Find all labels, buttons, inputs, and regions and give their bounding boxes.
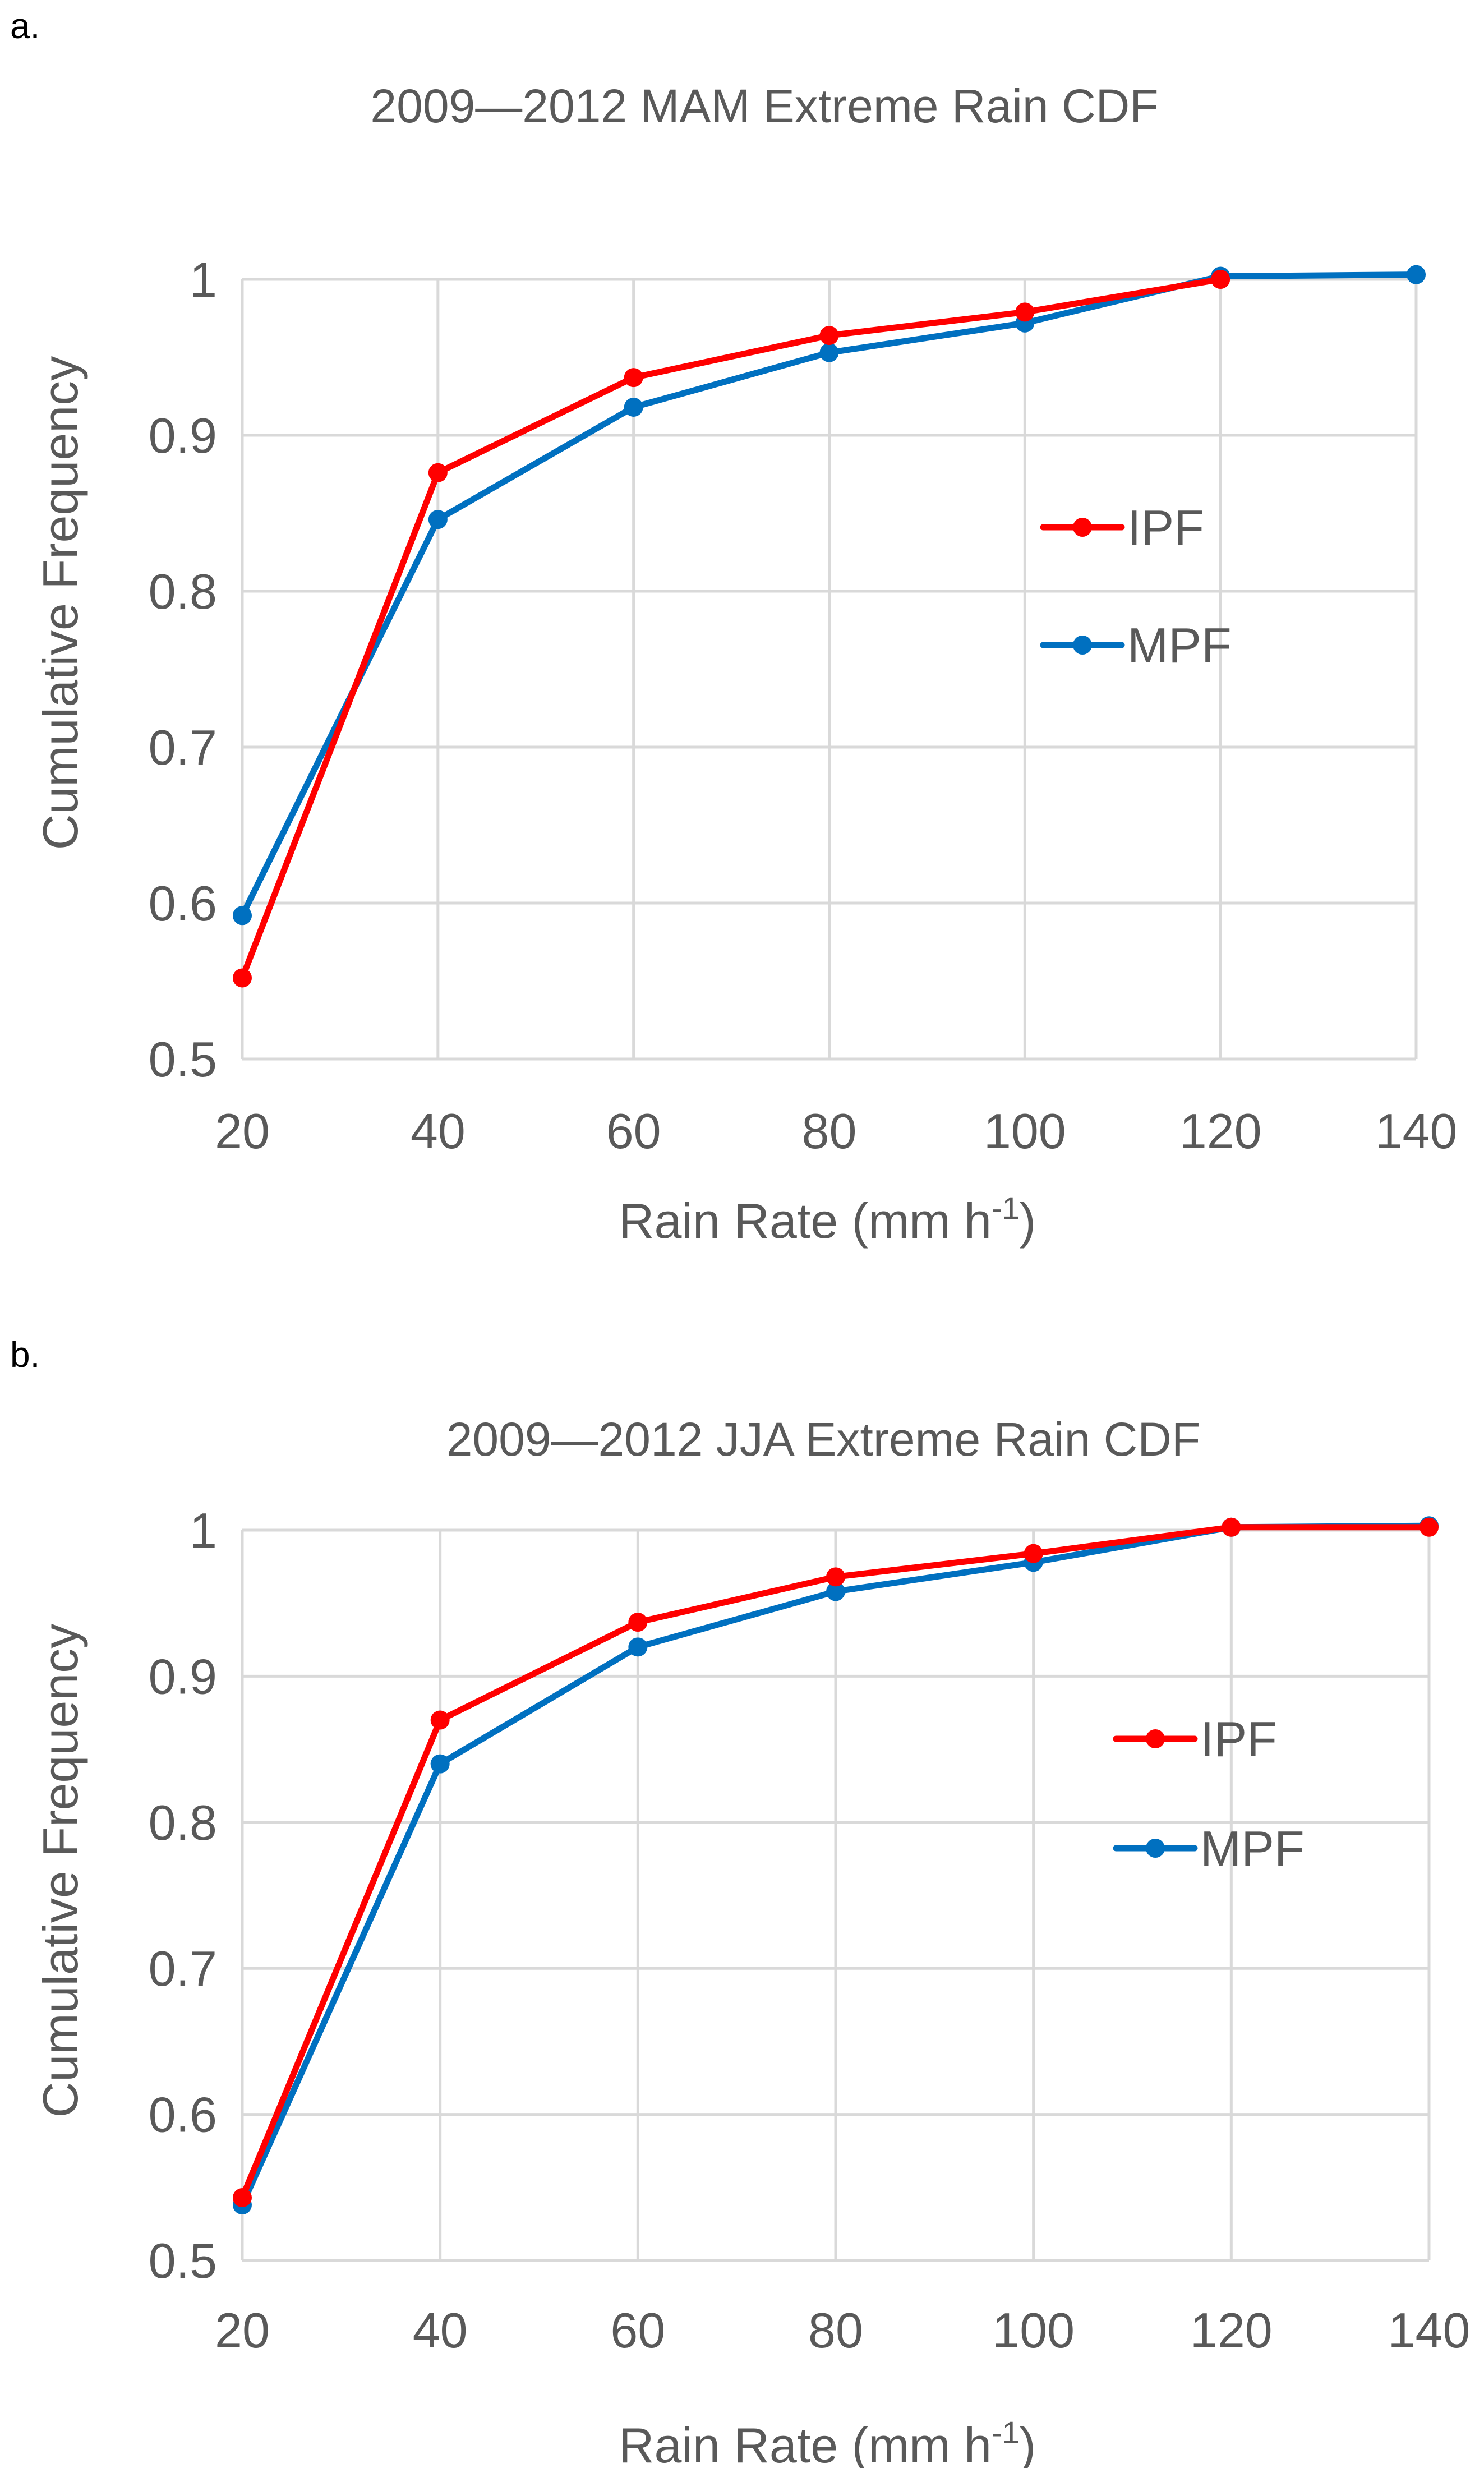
panel-label: a. — [10, 6, 40, 46]
x-tick-label: 80 — [808, 2303, 863, 2358]
y-tick-label: 0.5 — [149, 2233, 217, 2289]
legend: IPF MPF — [1040, 500, 1232, 673]
legend: IPF MPF — [1113, 1711, 1305, 1876]
series-line-ipf — [239, 276, 1224, 981]
y-tick-label: 0.9 — [149, 1649, 217, 1704]
legend-marker-ipf — [1146, 1729, 1165, 1748]
x-tick-label: 40 — [411, 1103, 466, 1159]
legend-marker-mpf — [1073, 636, 1092, 655]
y-tick-label: 0.8 — [149, 564, 217, 619]
x-axis-title: Rain Rate (mm h-1) — [619, 2415, 1036, 2468]
legend-label-mpf: MPF — [1127, 618, 1232, 673]
y-axis-title: Cumulative Frequency — [33, 1624, 88, 2117]
series-layer — [233, 1516, 1439, 2215]
data-point-ipf — [233, 968, 252, 988]
data-point-mpf — [826, 1582, 845, 1601]
data-point-ipf — [430, 1710, 450, 1730]
y-tick-label: 0.6 — [149, 876, 217, 931]
data-point-mpf — [628, 1637, 648, 1657]
legend-marker-ipf — [1073, 518, 1092, 537]
x-tick-label: 40 — [413, 2303, 468, 2358]
data-point-ipf — [819, 326, 839, 346]
x-tick-label: 140 — [1375, 1103, 1458, 1159]
data-point-ipf — [1211, 270, 1230, 289]
data-point-mpf — [819, 343, 839, 362]
x-tick-label: 20 — [215, 2303, 270, 2358]
data-point-mpf — [430, 1754, 450, 1774]
series-layer — [233, 265, 1426, 988]
data-point-ipf — [628, 1613, 648, 1632]
y-tick-label: 0.9 — [149, 408, 217, 463]
data-point-ipf — [1024, 1544, 1043, 1563]
y-tick-label: 1 — [190, 252, 217, 307]
legend-label-mpf: MPF — [1200, 1821, 1305, 1876]
x-tick-label: 20 — [215, 1103, 270, 1159]
data-point-ipf — [428, 463, 448, 482]
x-tick-label: 100 — [984, 1103, 1066, 1159]
x-tick-label: 120 — [1190, 2303, 1273, 2358]
y-tick-label: 1 — [190, 1503, 217, 1558]
y-tick-label: 0.8 — [149, 1795, 217, 1850]
x-axis-title: Rain Rate (mm h-1) — [619, 1190, 1036, 1249]
y-tick-label: 0.7 — [149, 1941, 217, 1996]
gridlines — [241, 1528, 1431, 2262]
data-point-ipf — [826, 1567, 845, 1587]
legend-label-ipf: IPF — [1200, 1711, 1277, 1767]
legend-label-ipf: IPF — [1127, 500, 1204, 555]
y-tick-label: 0.5 — [149, 1032, 217, 1087]
data-point-ipf — [624, 368, 643, 388]
x-tick-label: 80 — [802, 1103, 857, 1159]
x-tick-label: 60 — [606, 1103, 661, 1159]
data-point-ipf — [1420, 1517, 1439, 1537]
x-tick-label: 60 — [610, 2303, 665, 2358]
data-point-mpf — [1407, 265, 1426, 284]
chart-title: 2009—2012 JJA Extreme Rain CDF — [446, 1413, 1201, 1466]
chart-panel-b: b. 2009—2012 JJA Extreme Rain CDF 0.5 0.6… — [10, 1334, 1470, 2468]
x-tick-label: 140 — [1388, 2303, 1471, 2358]
data-point-mpf — [428, 510, 448, 529]
data-point-ipf — [233, 2188, 252, 2208]
y-tick-label: 0.7 — [149, 720, 217, 775]
legend-marker-mpf — [1146, 1839, 1165, 1858]
chart-title: 2009—2012 MAM Extreme Rain CDF — [370, 80, 1158, 132]
gridlines — [241, 278, 1418, 1061]
data-point-mpf — [624, 397, 643, 417]
chart-panel-a: a. 2009—2012 MAM Extreme Rain CDF 0.5 0.6… — [10, 6, 1457, 1249]
data-point-ipf — [1222, 1517, 1241, 1537]
y-axis-title: Cumulative Frequency — [33, 356, 88, 850]
x-tick-label: 100 — [992, 2303, 1075, 2358]
data-point-mpf — [233, 906, 252, 926]
panel-label: b. — [10, 1334, 40, 1375]
x-tick-label: 120 — [1179, 1103, 1262, 1159]
data-point-ipf — [1015, 302, 1035, 322]
y-tick-label: 0.6 — [149, 2087, 217, 2143]
